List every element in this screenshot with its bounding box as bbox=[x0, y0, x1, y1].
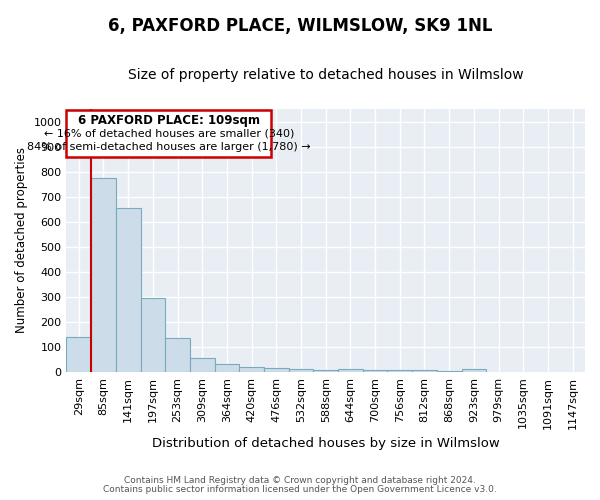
Bar bbox=[461, 368, 486, 372]
Text: 6 PAXFORD PLACE: 109sqm: 6 PAXFORD PLACE: 109sqm bbox=[78, 114, 260, 127]
Bar bbox=[388, 370, 412, 372]
Bar bbox=[264, 368, 289, 372]
Bar bbox=[190, 358, 215, 372]
FancyBboxPatch shape bbox=[67, 110, 271, 157]
Bar bbox=[91, 178, 116, 372]
Bar bbox=[437, 370, 461, 372]
Title: Size of property relative to detached houses in Wilmslow: Size of property relative to detached ho… bbox=[128, 68, 524, 82]
Bar bbox=[239, 368, 264, 372]
Bar bbox=[140, 298, 165, 372]
Text: Contains public sector information licensed under the Open Government Licence v3: Contains public sector information licen… bbox=[103, 485, 497, 494]
Text: 6, PAXFORD PLACE, WILMSLOW, SK9 1NL: 6, PAXFORD PLACE, WILMSLOW, SK9 1NL bbox=[108, 18, 492, 36]
Bar bbox=[289, 369, 313, 372]
Bar bbox=[165, 338, 190, 372]
Bar bbox=[215, 364, 239, 372]
Text: Contains HM Land Registry data © Crown copyright and database right 2024.: Contains HM Land Registry data © Crown c… bbox=[124, 476, 476, 485]
Bar bbox=[116, 208, 140, 372]
Text: 84% of semi-detached houses are larger (1,780) →: 84% of semi-detached houses are larger (… bbox=[27, 142, 311, 152]
Bar bbox=[412, 370, 437, 372]
Bar bbox=[363, 370, 388, 372]
Bar bbox=[67, 337, 91, 372]
X-axis label: Distribution of detached houses by size in Wilmslow: Distribution of detached houses by size … bbox=[152, 437, 500, 450]
Text: ← 16% of detached houses are smaller (340): ← 16% of detached houses are smaller (34… bbox=[44, 128, 294, 138]
Bar bbox=[313, 370, 338, 372]
Y-axis label: Number of detached properties: Number of detached properties bbox=[15, 148, 28, 334]
Bar bbox=[338, 370, 363, 372]
